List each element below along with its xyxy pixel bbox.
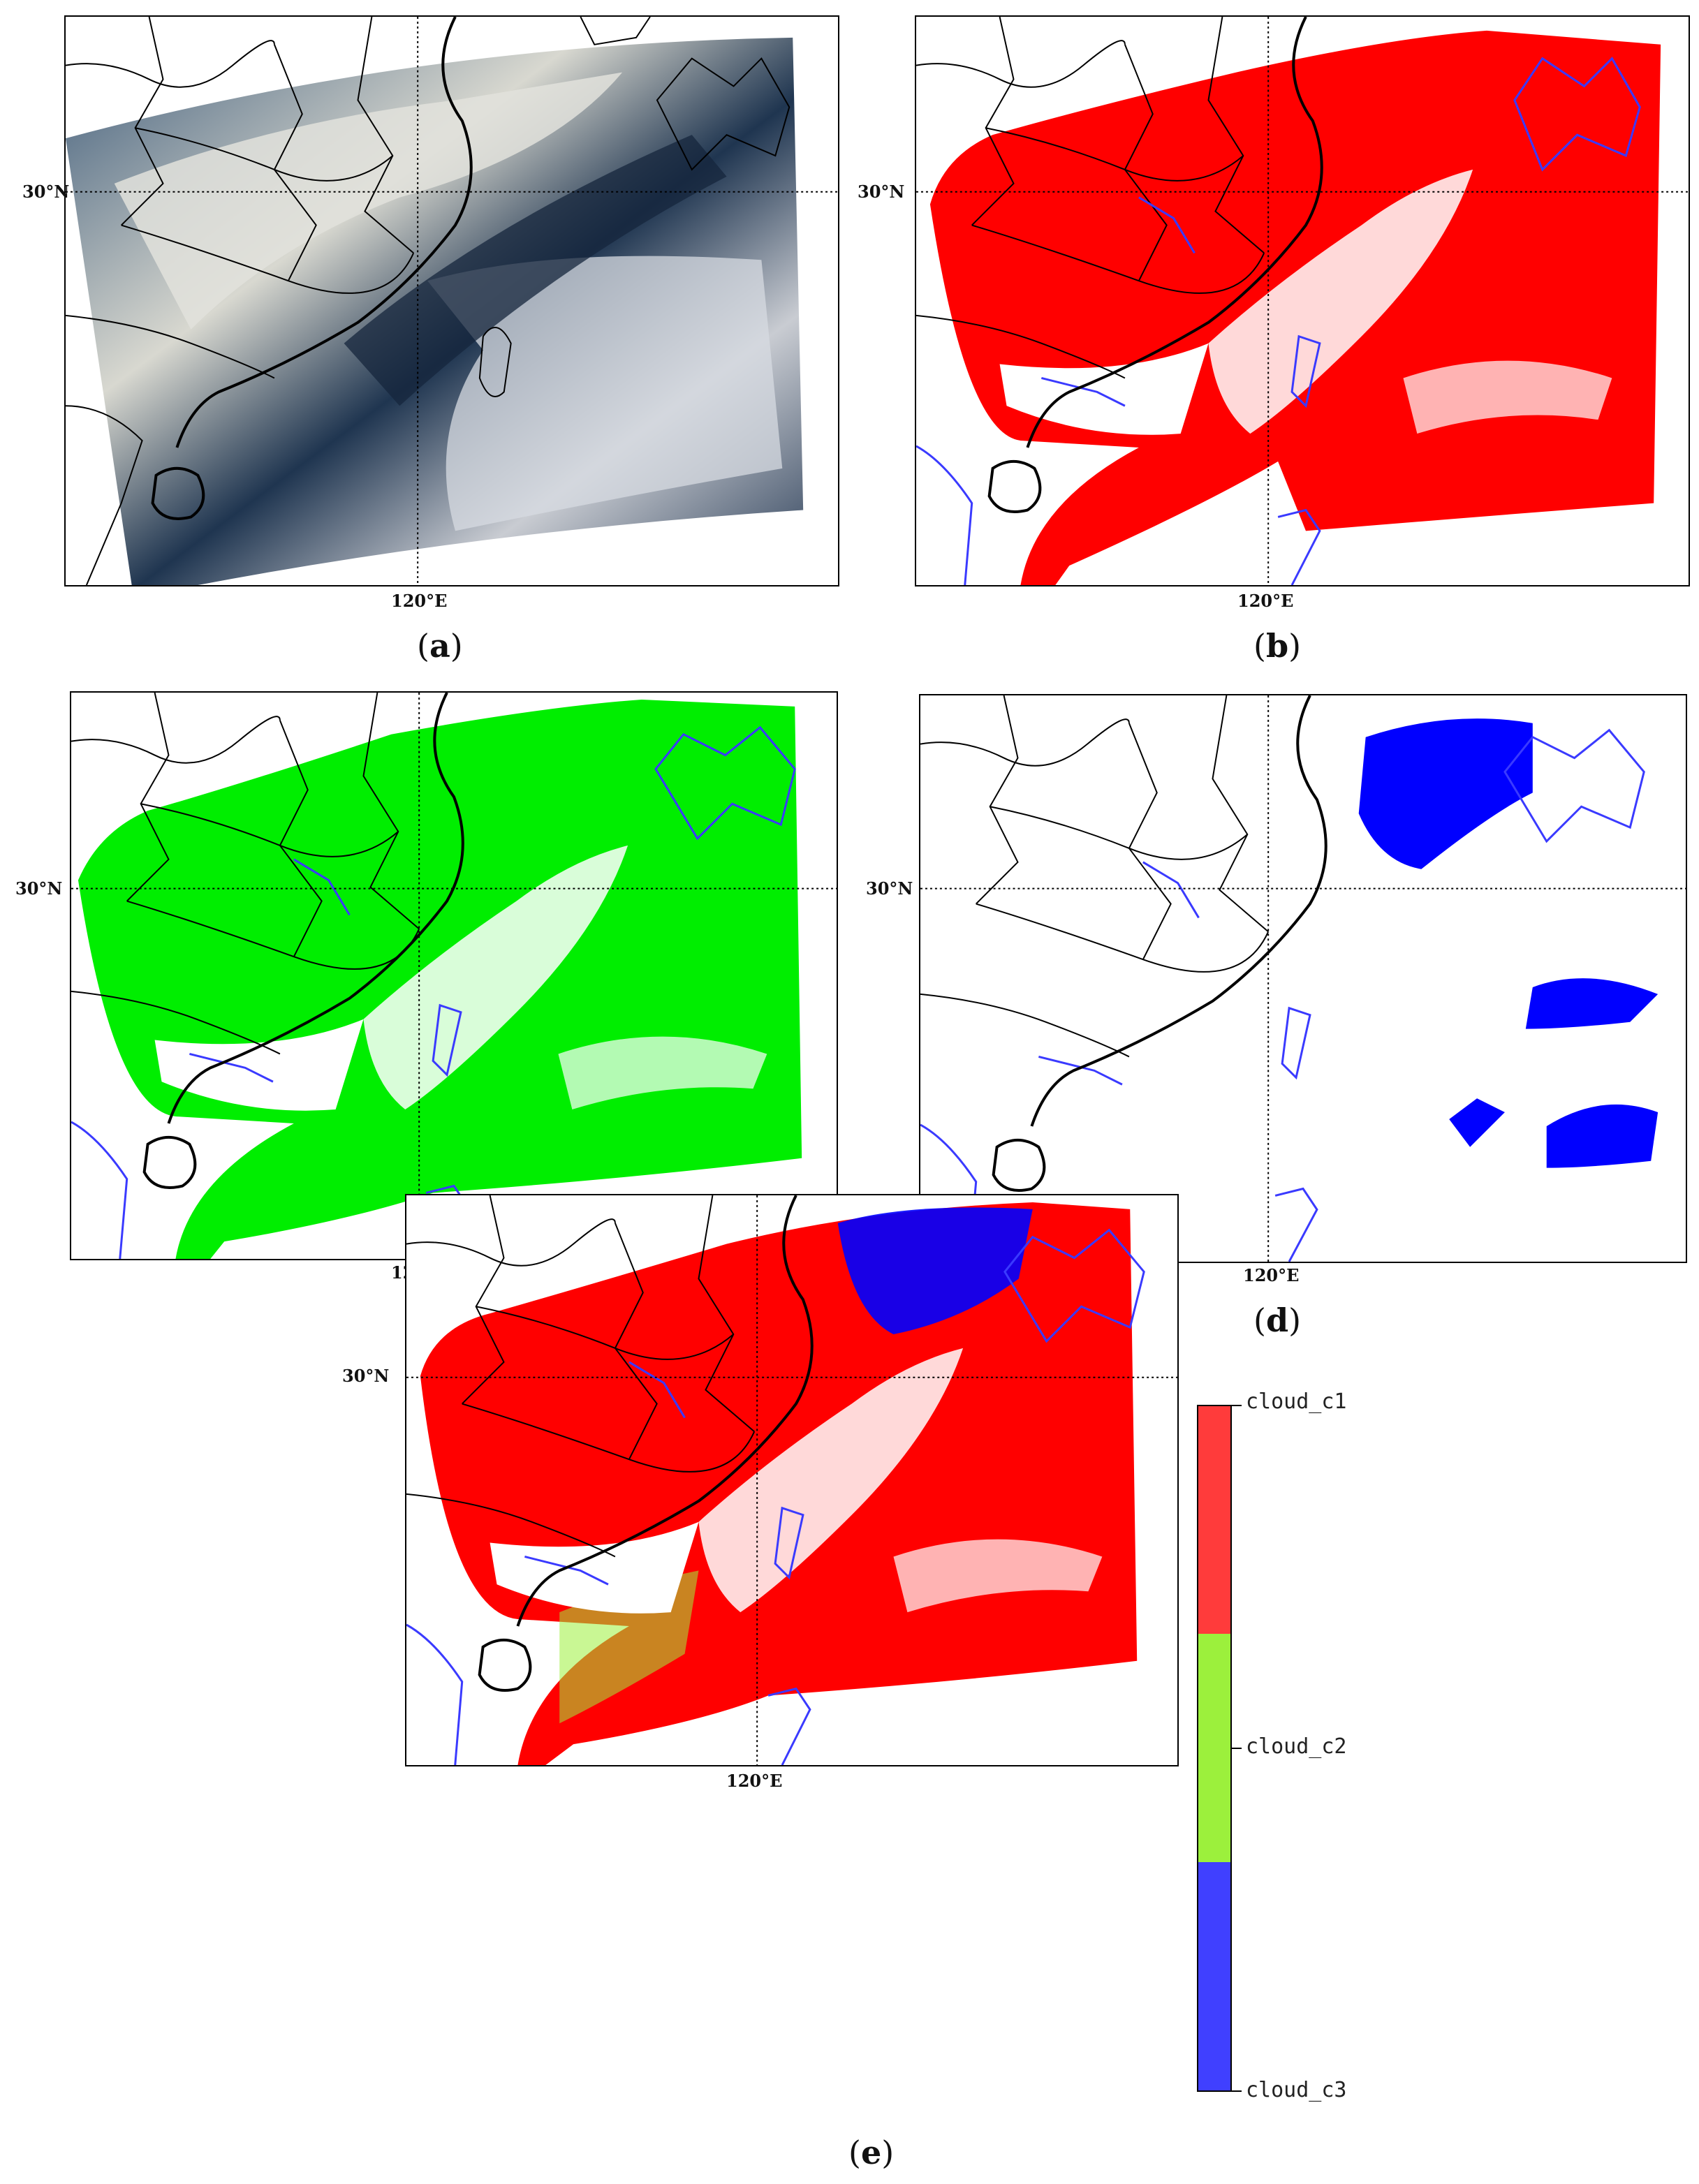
clear-sky-gap-1 [698, 1348, 964, 1613]
provincial-borders [66, 17, 790, 585]
map-b-svg [916, 17, 1689, 585]
cloud-patch-north [1358, 718, 1533, 869]
clear-sky-gap-2 [1403, 360, 1612, 434]
lon-label-120e-b: 120°E [1237, 591, 1294, 611]
hainan-island [151, 466, 205, 520]
coastline [1026, 17, 1323, 448]
colorbar-seg-c2 [1198, 1634, 1230, 1863]
lon-label-120e-d: 120°E [1243, 1265, 1300, 1285]
lon-label-120e-a: 120°E [391, 591, 448, 611]
blue-borders [406, 1228, 1145, 1765]
provincial-borders [916, 17, 1265, 379]
provincial-borders [920, 695, 1270, 1058]
map-panel-e [405, 1194, 1179, 1766]
hainan-island [478, 1639, 532, 1692]
cloud-patch-east-2 [1546, 1104, 1658, 1168]
clear-sky-gap-2 [558, 1036, 767, 1110]
map-e-svg [406, 1195, 1177, 1765]
map-panel-d [919, 694, 1687, 1263]
clear-sky-gap-1 [363, 845, 628, 1110]
lon-label-120e-e: 120°E [726, 1771, 783, 1791]
clear-sky-gap-1 [1208, 169, 1473, 434]
caption-a: (a) [417, 627, 463, 665]
taiwan-island [478, 326, 512, 397]
coastline [1030, 695, 1327, 1127]
class-c3-fill [837, 1207, 1033, 1335]
lat-label-30n-c: 30°N [15, 878, 63, 899]
lat-label-30n-a: 30°N [22, 182, 70, 202]
hainan-island [142, 1135, 197, 1189]
caption-d: (d) [1253, 1301, 1302, 1339]
caption-b: (b) [1253, 627, 1302, 665]
coastline [175, 17, 473, 448]
coastline [516, 1195, 814, 1627]
lat-label-30n-d: 30°N [866, 878, 913, 899]
map-panel-a [64, 15, 839, 586]
clear-sky-gap-2 [893, 1539, 1103, 1613]
cloud-ocean-area [427, 256, 783, 531]
hainan-island [992, 1138, 1046, 1192]
clear-sky-gap-3 [490, 1521, 699, 1614]
map-c-svg [71, 693, 837, 1259]
colorbar-label-c3: cloud_c3 [1246, 2078, 1347, 2102]
blue-borders [916, 57, 1641, 585]
dark-ocean-band [344, 135, 727, 406]
colorbar-seg-c1 [1198, 1406, 1230, 1635]
blue-borders [920, 728, 1645, 1262]
colorbar-label-c1: cloud_c1 [1246, 1389, 1347, 1414]
lat-label-30n-b: 30°N [858, 182, 905, 202]
clear-sky-gap-3 [154, 1019, 364, 1111]
coastline [167, 693, 464, 1124]
map-d-svg [920, 695, 1686, 1262]
colorbar-tick-c3 [1232, 2090, 1242, 2092]
colorbar-label-c2: cloud_c2 [1246, 1734, 1347, 1759]
cloud-patch-east-1 [1525, 978, 1658, 1029]
provincial-borders [406, 1195, 756, 1558]
map-panel-b [915, 15, 1690, 586]
colorbar-tick-c1 [1232, 1405, 1242, 1406]
colorbar [1197, 1405, 1232, 2092]
map-panel-c [70, 691, 838, 1260]
cloud-bright-area [114, 72, 623, 330]
clear-sky-gap-3 [999, 343, 1209, 435]
cloud-patch-east-3 [1449, 1098, 1505, 1147]
lat-label-30n-e: 30°N [342, 1366, 390, 1386]
hainan-island [987, 460, 1042, 513]
colorbar-tick-c2 [1232, 1748, 1242, 1749]
colorbar-seg-c3 [1198, 1861, 1230, 2090]
map-a-svg [66, 17, 838, 585]
caption-e: (e) [848, 2134, 895, 2171]
